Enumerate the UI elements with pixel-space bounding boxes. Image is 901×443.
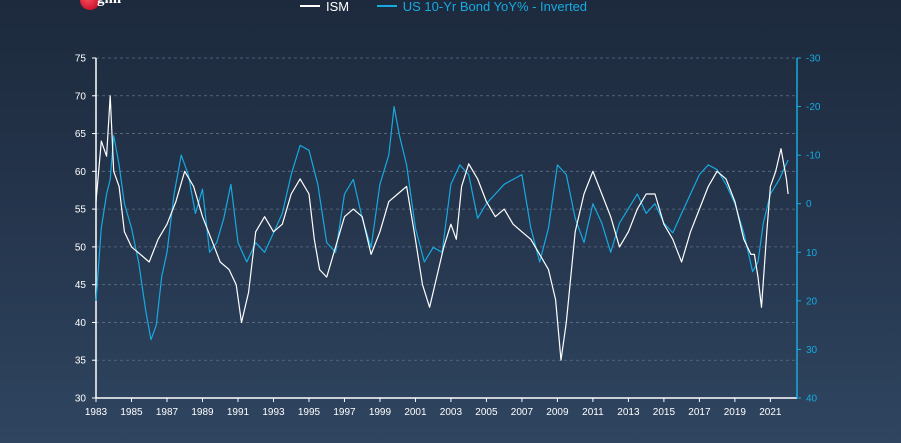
x-tick-label: 2001 bbox=[404, 407, 427, 418]
x-tick-label: 2009 bbox=[546, 407, 569, 418]
left-tick-label: 75 bbox=[75, 54, 87, 65]
right-tick-label: 10 bbox=[806, 248, 818, 259]
gmi-logo: gmi bbox=[80, 0, 140, 16]
right-tick-label: -20 bbox=[806, 102, 821, 113]
logo-text: gmi bbox=[97, 0, 121, 8]
bond-yoy-series-line bbox=[95, 106, 789, 341]
ism-series-line bbox=[95, 95, 789, 361]
legend-label-bond: US 10-Yr Bond YoY% - Inverted bbox=[402, 0, 588, 14]
x-tick-label: 2013 bbox=[617, 407, 640, 418]
right-tick-label: 20 bbox=[806, 296, 818, 307]
x-tick-label: 1991 bbox=[227, 407, 250, 418]
left-tick-label: 40 bbox=[75, 318, 87, 329]
legend-item-bond: US 10-Yr Bond YoY% - Inverted bbox=[376, 0, 588, 14]
x-tick-label: 2005 bbox=[475, 407, 498, 418]
series-lines bbox=[95, 95, 789, 361]
x-tick-label: 2003 bbox=[440, 407, 463, 418]
logo-mark bbox=[80, 0, 100, 10]
chart-legend: ISM US 10-Yr Bond YoY% - Inverted bbox=[300, 0, 611, 14]
left-tick-label: 65 bbox=[75, 129, 87, 140]
x-tick-label: 2015 bbox=[653, 407, 676, 418]
legend-swatch-ism bbox=[300, 5, 320, 7]
left-tick-label: 50 bbox=[75, 242, 87, 253]
x-tick-label: 2021 bbox=[759, 407, 782, 418]
x-tick-label: 1995 bbox=[298, 407, 321, 418]
left-tick-label: 35 bbox=[75, 356, 87, 367]
right-tick-label: 30 bbox=[806, 345, 818, 356]
x-tick-label: 2017 bbox=[688, 407, 711, 418]
axes: 30 35 40 45 50 55 60 65 70 75 -30 -20 -10 0 10 20 30 40 19… bbox=[75, 54, 821, 419]
x-tick-label: 2011 bbox=[582, 407, 604, 418]
right-tick-label: 40 bbox=[806, 394, 818, 405]
x-tick-label: 1993 bbox=[262, 407, 285, 418]
right-tick-label: -10 bbox=[806, 151, 821, 162]
x-tick-label: 1983 bbox=[85, 407, 108, 418]
left-tick-label: 45 bbox=[75, 280, 87, 291]
x-tick-label: 1989 bbox=[191, 407, 214, 418]
x-tick-label: 1999 bbox=[369, 407, 392, 418]
right-tick-label: 0 bbox=[806, 199, 812, 210]
legend-swatch-bond bbox=[376, 5, 397, 7]
legend-item-ism: ISM bbox=[300, 0, 349, 14]
grid-lines bbox=[96, 57, 797, 361]
x-tick-label: 1985 bbox=[120, 407, 143, 418]
x-tick-label: 2007 bbox=[511, 407, 534, 418]
left-tick-label: 30 bbox=[75, 394, 87, 405]
left-tick-label: 55 bbox=[75, 205, 87, 216]
legend-label-ism: ISM bbox=[326, 0, 350, 14]
left-tick-label: 60 bbox=[75, 167, 87, 178]
x-tick-label: 2019 bbox=[724, 407, 747, 418]
x-tick-label: 1987 bbox=[156, 407, 179, 418]
right-tick-label: -30 bbox=[806, 54, 821, 65]
left-tick-label: 70 bbox=[75, 91, 87, 102]
x-tick-label: 1997 bbox=[333, 407, 356, 418]
